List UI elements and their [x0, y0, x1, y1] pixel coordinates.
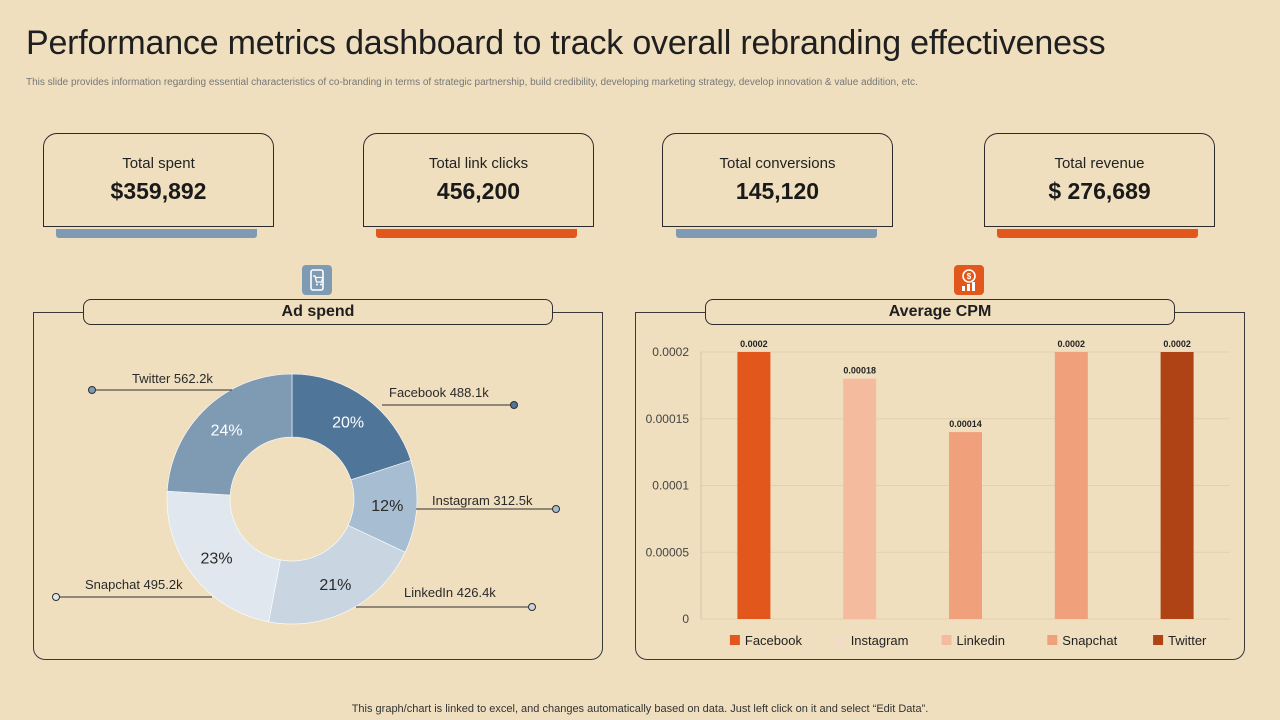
donut-callout-dot [52, 593, 60, 601]
bar-value-label: 0.00014 [949, 419, 982, 429]
legend-swatch [729, 635, 740, 645]
bar-twitter [1160, 352, 1194, 619]
donut-percent-label: 20% [332, 415, 364, 432]
kpi-value: $359,892 [110, 178, 207, 204]
kpi-label: Total link clicks [428, 155, 529, 172]
legend-label: Linkedin [957, 633, 1005, 648]
legend-label: Instagram [851, 633, 909, 648]
bar-linkedin [949, 432, 982, 619]
bar-value-label: 0.00018 [843, 366, 876, 376]
donut-callout-label: Snapchat 495.2k [85, 577, 183, 592]
bar-snapchat [1054, 352, 1088, 619]
ad-spend-title: Ad spend [83, 299, 553, 325]
donut-slice-facebook [291, 373, 412, 481]
donut-callout-dot [528, 603, 536, 611]
kpi-label: Total conversions [719, 155, 836, 172]
page-subtitle: This slide provides information regardin… [26, 77, 918, 88]
donut-callout-label: Twitter 562.2k [132, 371, 213, 386]
kpi-card-total-spent: Total spent $359,892 [43, 133, 274, 227]
average-cpm-title: Average CPM [705, 299, 1175, 325]
donut-callout-dot [88, 386, 96, 394]
legend-label: Facebook [745, 633, 803, 648]
donut-callout-label: LinkedIn 426.4k [404, 585, 496, 600]
donut-callout-label: Instagram 312.5k [432, 493, 533, 508]
donut-percent-label: 12% [371, 498, 403, 515]
kpi-value: $ 276,689 [1048, 178, 1151, 204]
y-tick-label: 0 [682, 612, 689, 626]
legend-swatch [1153, 635, 1164, 645]
donut-slice-linkedin [268, 524, 406, 625]
kpi-label: Total revenue [1054, 155, 1145, 172]
y-tick-label: 0.0002 [652, 345, 689, 359]
kpi-accent-bar [56, 229, 257, 238]
kpi-card-total-conversions: Total conversions 145,120 [662, 133, 893, 227]
svg-text:$: $ [967, 272, 972, 281]
kpi-accent-bar [997, 229, 1198, 238]
legend-swatch [835, 635, 846, 645]
bar-value-label: 0.0002 [1163, 339, 1191, 349]
kpi-accent-bar [376, 229, 577, 238]
bar-facebook [737, 352, 771, 619]
average-cpm-bar-chart: 0 0.00005 0.0001 0.00015 0.0002 0.0002 0.0001… [646, 339, 1230, 648]
kpi-label: Total spent [122, 155, 195, 172]
kpi-value: 456,200 [436, 178, 521, 204]
cart-phone-icon [302, 265, 332, 295]
money-chart-icon: $ [954, 265, 984, 295]
donut-percent-label: 23% [201, 551, 233, 568]
donut-callout-dot [552, 505, 560, 513]
legend-label: Twitter [1168, 633, 1207, 648]
ad-spend-donut-chart: 20% 12% 21% 23% 24% Facebook 488.1k Instagram… [52, 371, 560, 625]
donut-percent-label: 21% [319, 577, 351, 594]
donut-slice-snapchat [166, 490, 281, 623]
kpi-accent-bar [676, 229, 877, 238]
legend-swatch [941, 635, 952, 645]
legend-label: Snapchat [1062, 633, 1117, 648]
donut-percent-label: 24% [211, 422, 243, 439]
donut-slice-twitter [166, 373, 293, 496]
kpi-card-total-link-clicks: Total link clicks 456,200 [363, 133, 594, 227]
kpi-value: 145,120 [735, 178, 820, 204]
y-tick-label: 0.00015 [646, 412, 690, 426]
bar-value-label: 0.0002 [740, 339, 768, 349]
footer-note: This graph/chart is linked to excel, and… [351, 703, 929, 715]
y-tick-label: 0.00005 [646, 545, 690, 559]
page-title: Performance metrics dashboard to track o… [26, 24, 1106, 62]
bar-value-label: 0.0002 [1058, 339, 1086, 349]
donut-callout-label: Facebook 488.1k [389, 385, 489, 400]
y-tick-label: 0.0001 [652, 479, 689, 493]
bar-instagram [843, 378, 877, 619]
legend-swatch [1047, 635, 1058, 645]
donut-callout-dot [510, 401, 518, 409]
kpi-card-total-revenue: Total revenue $ 276,689 [984, 133, 1215, 227]
